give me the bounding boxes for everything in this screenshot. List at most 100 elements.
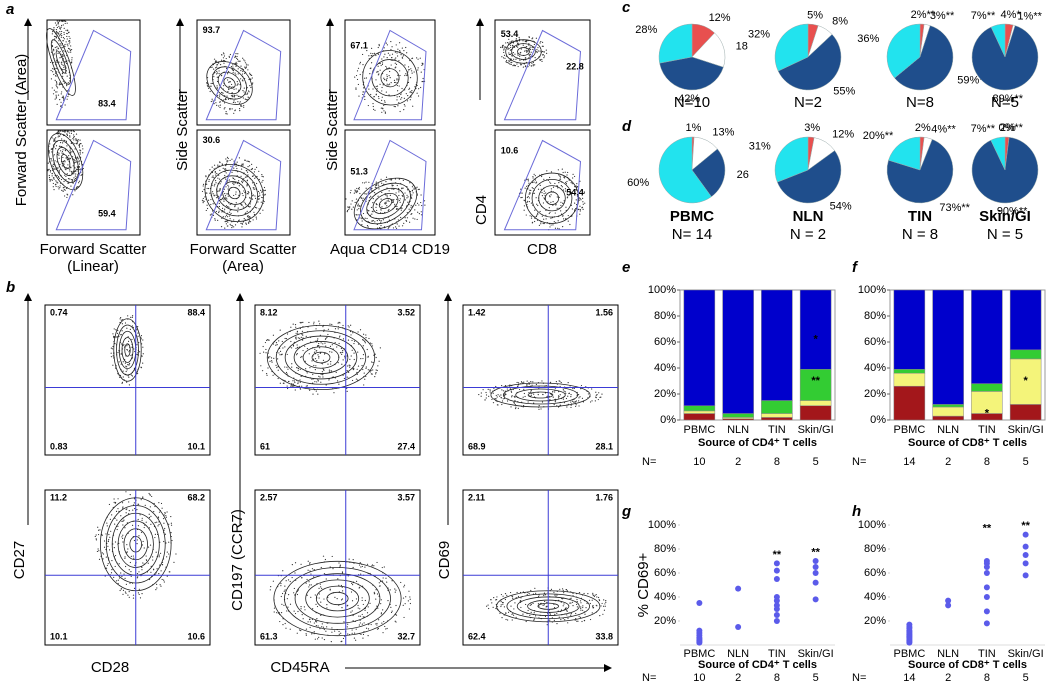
bar-segment: [1009, 349, 1042, 360]
event-dot: [355, 198, 358, 200]
x-axis-label: Source of CD8⁺ T cells: [908, 437, 1027, 449]
event-dot: [315, 328, 317, 330]
event-dot: [215, 67, 217, 69]
event-dot: [246, 93, 248, 95]
event-dot: [74, 177, 77, 180]
event-dot: [313, 569, 315, 571]
event-dot: [150, 565, 152, 567]
event-dot: [276, 366, 278, 369]
event-dot: [68, 155, 70, 157]
y-tick-label: 100%: [858, 284, 886, 296]
event-dot: [492, 606, 494, 608]
event-dot: [355, 74, 358, 77]
event-dot: [386, 627, 388, 630]
event-dot: [543, 193, 545, 195]
event-dot: [228, 55, 230, 57]
event-dot: [294, 324, 297, 326]
event-dot: [75, 170, 77, 173]
event-dot: [218, 96, 221, 98]
event-dot: [604, 605, 606, 607]
event-dot: [74, 138, 76, 140]
event-dot: [329, 588, 331, 590]
event-dot: [231, 226, 233, 229]
event-dot: [54, 184, 57, 186]
event-dot: [61, 152, 63, 154]
event-dot: [372, 88, 374, 90]
event-dot: [70, 142, 73, 144]
event-dot: [219, 189, 221, 191]
event-dot: [341, 571, 344, 573]
event-dot: [59, 43, 61, 45]
event-dot: [284, 346, 286, 348]
event-dot: [313, 631, 315, 633]
event-dot: [582, 609, 584, 611]
event-dot: [361, 565, 363, 568]
event-dot: [226, 113, 228, 115]
n-value: 10: [693, 672, 705, 683]
event-dot: [77, 182, 80, 184]
event-dot: [226, 73, 229, 75]
event-dot: [275, 364, 277, 366]
event-dot: [110, 352, 112, 354]
event-dot: [261, 370, 264, 372]
event-dot: [140, 531, 143, 533]
event-dot: [507, 47, 509, 49]
event-dot: [502, 390, 504, 392]
event-dot: [272, 580, 274, 582]
event-dot: [130, 354, 132, 357]
event-dot: [300, 629, 302, 632]
event-dot: [145, 559, 148, 561]
event-dot: [565, 206, 567, 208]
quadrant-value: 27.4: [397, 441, 415, 451]
event-dot: [392, 201, 394, 204]
event-dot: [494, 398, 496, 400]
event-dot: [341, 353, 343, 355]
pie-slice: [777, 34, 842, 91]
event-dot: [225, 178, 227, 180]
point: [945, 602, 952, 609]
event-dot: [292, 345, 295, 347]
event-dot: [324, 558, 326, 561]
contour: [46, 28, 76, 96]
event-dot: [342, 349, 344, 352]
event-dot: [51, 179, 53, 181]
event-dot: [138, 535, 140, 537]
event-dot: [239, 60, 241, 62]
event-dot: [62, 80, 64, 82]
event-dot: [570, 597, 572, 599]
point: [983, 584, 990, 591]
event-dot: [374, 376, 376, 378]
event-dot: [561, 186, 563, 188]
event-dot: [319, 376, 321, 378]
event-dot: [223, 108, 225, 110]
event-dot: [244, 62, 247, 64]
event-dot: [168, 523, 170, 525]
event-dot: [355, 598, 358, 600]
event-dot: [71, 57, 73, 59]
event-dot: [383, 566, 385, 568]
event-dot: [282, 347, 284, 349]
n-value: 8: [774, 456, 780, 468]
event-dot: [75, 161, 78, 163]
event-dot: [113, 547, 115, 549]
event-dot: [60, 24, 63, 27]
event-dot: [384, 101, 386, 103]
event-dot: [407, 600, 409, 602]
event-dot: [224, 227, 226, 229]
event-dot: [262, 179, 264, 182]
event-dot: [148, 516, 151, 519]
event-dot: [53, 176, 55, 179]
event-dot: [141, 544, 144, 546]
event-dot: [504, 390, 506, 392]
event-dot: [377, 365, 379, 367]
event-dot: [385, 181, 387, 183]
event-dot: [527, 50, 529, 52]
event-dot: [377, 53, 379, 55]
event-dot: [406, 100, 409, 102]
contour: [517, 47, 530, 56]
event-dot: [212, 203, 214, 205]
event-dot: [287, 380, 290, 383]
event-dot: [216, 172, 218, 175]
event-dot: [559, 404, 561, 406]
event-dot: [228, 85, 230, 87]
